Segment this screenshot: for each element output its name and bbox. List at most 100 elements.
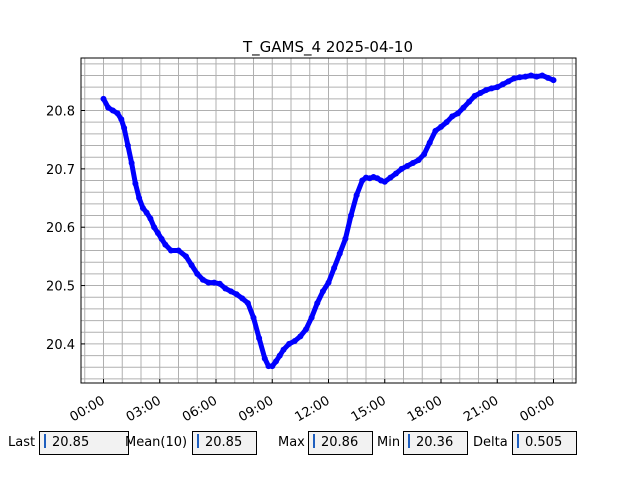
data-point (276, 352, 283, 359)
data-point (325, 279, 332, 286)
data-point (550, 77, 557, 84)
data-point (460, 104, 467, 111)
data-point (544, 74, 551, 81)
y-tick-label: 20.7 (46, 163, 75, 178)
y-tick-label: 20.4 (46, 338, 75, 353)
data-point (336, 250, 343, 257)
last-value-field[interactable]: 20.85 (39, 431, 129, 455)
min-value: 20.36 (416, 435, 454, 450)
data-point (128, 160, 135, 167)
data-point (250, 314, 257, 321)
data-point (269, 363, 276, 370)
data-point (114, 110, 121, 117)
data-point (151, 224, 158, 231)
x-tick-label: 12:00 (293, 393, 333, 425)
data-point (528, 72, 534, 79)
text-cursor (517, 434, 519, 448)
data-point (449, 113, 456, 120)
max-value-field[interactable]: 20.86 (308, 431, 373, 455)
data-point (136, 195, 143, 202)
data-point (132, 180, 139, 187)
x-tick-label: 18:00 (405, 393, 445, 425)
data-point (286, 340, 293, 347)
data-point (121, 125, 128, 132)
data-point (516, 74, 523, 81)
y-tick-label: 20.5 (46, 280, 75, 295)
data-point (297, 333, 304, 340)
delta-value: 0.505 (525, 435, 563, 450)
data-point (522, 73, 529, 80)
chart-title: T_GAMS_4 2025-04-10 (242, 38, 413, 57)
data-point (228, 288, 234, 295)
x-tick-label: 00:00 (518, 393, 558, 425)
last-label: Last (8, 435, 36, 450)
data-point (100, 95, 107, 102)
text-cursor (408, 434, 410, 448)
data-point (454, 110, 461, 117)
data-point (194, 270, 201, 277)
data-point (471, 92, 478, 99)
data-point (244, 300, 251, 307)
data-point (404, 162, 411, 169)
x-axis: 00:00 03:00 06:00 09:00 12:00 15:00 18:00 21:00… (68, 379, 558, 425)
y-axis: 20.4 20.5 20.6 20.7 20.8 (46, 105, 85, 353)
data-point (308, 314, 315, 321)
mean-value: 20.85 (205, 435, 243, 450)
series-line (100, 72, 557, 370)
data-point (216, 280, 223, 287)
data-point (539, 72, 546, 79)
delta-value-field[interactable]: 0.505 (512, 431, 577, 455)
data-point (256, 335, 263, 342)
x-tick-label: 15:00 (349, 393, 389, 425)
data-point (273, 358, 279, 365)
mean-label: Mean(10) (125, 435, 188, 450)
data-point (205, 279, 212, 286)
min-label: Min (377, 435, 401, 450)
data-point (139, 204, 146, 211)
data-point (409, 160, 416, 167)
last-value: 20.85 (52, 435, 90, 450)
data-point (477, 90, 484, 97)
data-point (261, 355, 268, 362)
data-point (109, 107, 116, 114)
data-point (415, 157, 422, 164)
data-point (511, 75, 518, 82)
data-point (387, 174, 394, 181)
data-point (158, 235, 165, 242)
data-point (199, 276, 206, 283)
data-point (118, 116, 125, 123)
data-point (147, 215, 154, 222)
data-point (319, 288, 326, 295)
data-point (162, 241, 169, 248)
y-tick-label: 20.6 (46, 221, 75, 236)
x-tick-label: 09:00 (236, 393, 276, 425)
max-label: Max (278, 435, 305, 450)
y-tick-label: 20.8 (46, 105, 75, 120)
data-point (233, 291, 240, 298)
data-point (314, 300, 321, 307)
text-cursor (197, 434, 199, 448)
data-point (175, 247, 182, 254)
data-point (438, 123, 444, 130)
x-tick-label: 03:00 (124, 393, 164, 425)
data-point (421, 151, 428, 158)
x-tick-label: 21:00 (461, 393, 501, 425)
data-point (443, 119, 450, 126)
x-tick-label: 06:00 (180, 393, 220, 425)
data-point (331, 265, 338, 272)
x-tick-label: 00:00 (68, 393, 108, 425)
data-point (348, 212, 354, 219)
line-chart: 20.4 20.5 20.6 20.7 20.8 00:00 03:00 06:00 09:0… (46, 38, 577, 425)
data-point (291, 337, 298, 344)
data-point (168, 247, 174, 254)
data-point (303, 326, 309, 333)
data-point (533, 73, 540, 80)
data-point (466, 98, 473, 105)
data-point (154, 230, 161, 237)
data-point (143, 209, 150, 216)
min-value-field[interactable]: 20.36 (403, 431, 468, 455)
mean-value-field[interactable]: 20.85 (192, 431, 257, 455)
data-point (222, 285, 229, 292)
grid (81, 58, 576, 383)
data-point (353, 192, 360, 199)
